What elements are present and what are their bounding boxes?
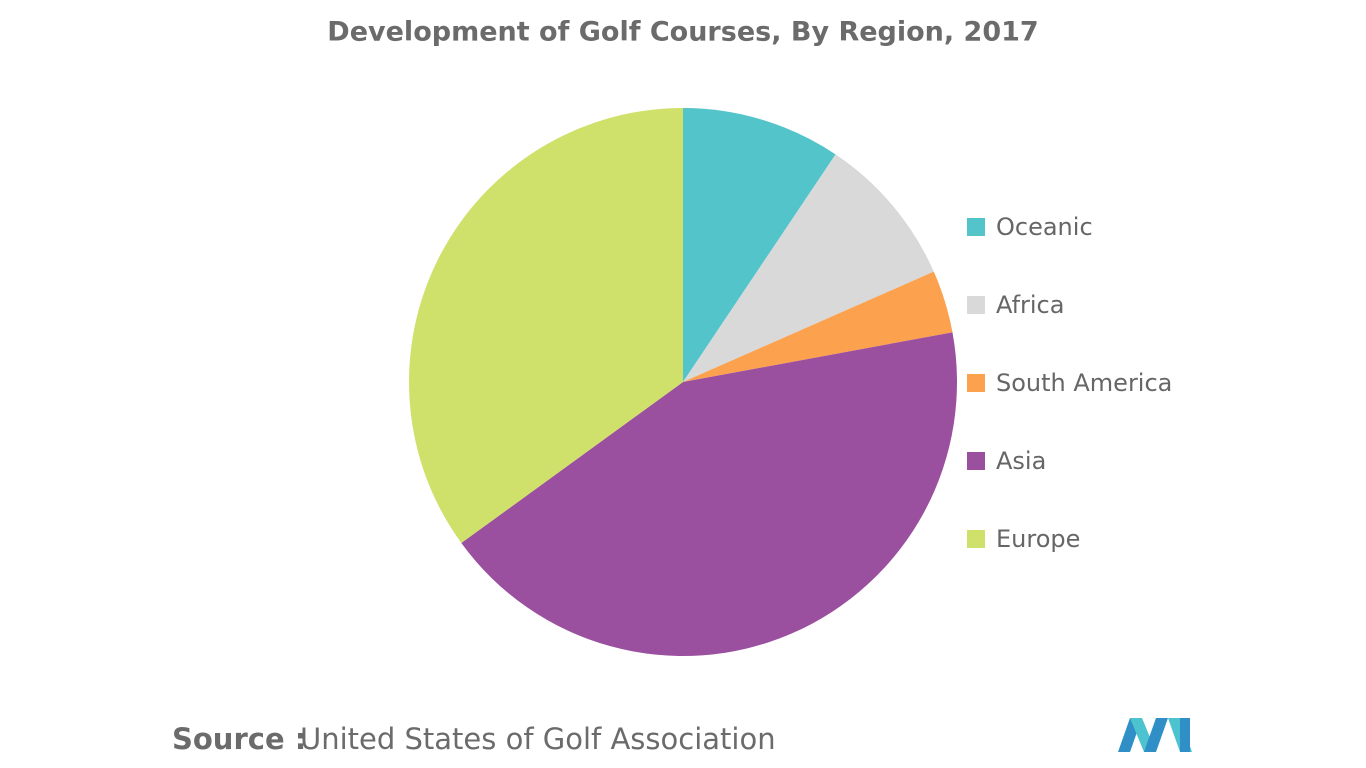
legend-label: South America (996, 369, 1172, 397)
slice (683, 271, 953, 382)
legend: Oceanic Africa South America Asia Europe (967, 213, 1172, 553)
legend-label: Europe (996, 525, 1080, 553)
legend-swatch (967, 530, 985, 548)
legend-label: Africa (996, 291, 1064, 319)
legend-swatch (967, 296, 985, 314)
slice (683, 154, 934, 382)
legend-label: Oceanic (996, 213, 1093, 241)
legend-swatch (967, 374, 985, 392)
legend-swatch (967, 452, 985, 470)
logo (1118, 718, 1192, 752)
source: United States of Golf Association (300, 722, 776, 756)
legend-label: Asia (996, 447, 1046, 475)
source-label: Source : (172, 722, 306, 756)
slice (461, 332, 957, 657)
legend-swatch (967, 218, 985, 236)
slice (408, 108, 683, 544)
chart-title: Development of Golf Courses, By Region, … (327, 17, 1038, 48)
slice (683, 108, 836, 382)
pie (408, 108, 957, 657)
